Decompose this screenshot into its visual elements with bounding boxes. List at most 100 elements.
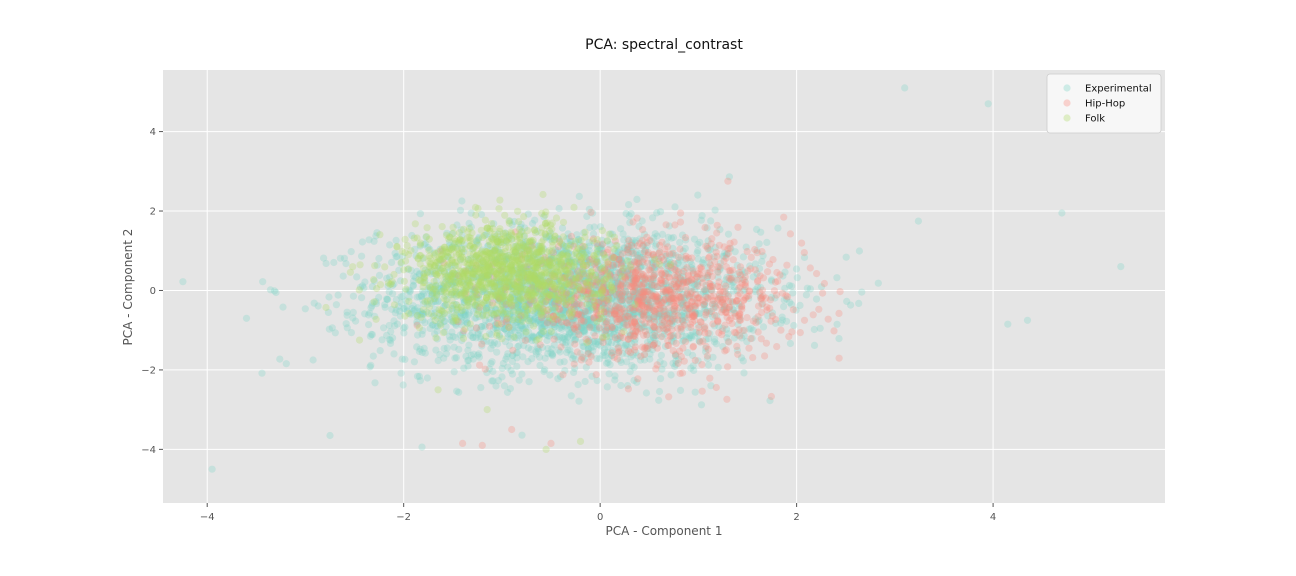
scatter-point xyxy=(669,233,678,242)
scatter-point xyxy=(582,363,590,371)
scatter-point xyxy=(517,251,526,259)
scatter-point xyxy=(468,240,476,248)
scatter-point xyxy=(563,270,571,278)
scatter-point xyxy=(711,206,719,214)
scatter-point xyxy=(707,240,715,248)
scatter-point xyxy=(702,348,710,356)
scatter-point xyxy=(576,247,584,255)
scatter-point xyxy=(541,297,550,305)
scatter-point xyxy=(544,318,552,327)
scatter-point xyxy=(630,310,638,318)
scatter-point xyxy=(689,312,698,320)
scatter-point xyxy=(383,295,391,303)
scatter-point xyxy=(738,302,746,310)
scatter-point xyxy=(358,238,366,246)
scatter-point xyxy=(618,297,626,305)
scatter-point xyxy=(492,305,500,313)
scatter-point xyxy=(541,316,549,324)
scatter-point xyxy=(586,323,594,331)
scatter-point xyxy=(415,270,424,278)
scatter-point xyxy=(540,213,548,221)
scatter-point xyxy=(259,278,267,286)
scatter-point xyxy=(491,321,499,329)
y-tick-label: 0 xyxy=(150,286,156,297)
scatter-point xyxy=(489,282,497,290)
scatter-point xyxy=(656,208,665,216)
scatter-point xyxy=(617,225,625,233)
scatter-point xyxy=(446,336,454,344)
scatter-point xyxy=(696,238,704,246)
scatter-point xyxy=(672,352,680,360)
scatter-point xyxy=(539,272,547,281)
scatter-point xyxy=(535,331,544,339)
scatter-point xyxy=(667,261,675,269)
scatter-point xyxy=(471,314,479,322)
scatter-point xyxy=(597,294,605,302)
scatter-point xyxy=(497,267,505,275)
scatter-point xyxy=(614,326,622,334)
scatter-point xyxy=(394,302,403,310)
scatter-point xyxy=(824,315,832,323)
scatter-point xyxy=(501,248,509,256)
scatter-point xyxy=(651,230,659,238)
scatter-point xyxy=(366,363,374,371)
scatter-point xyxy=(515,376,523,384)
scatter-point xyxy=(678,231,687,239)
scatter-point xyxy=(502,271,510,279)
scatter-point xyxy=(513,303,521,311)
scatter-point xyxy=(585,307,594,315)
scatter-point xyxy=(576,241,584,250)
scatter-point xyxy=(361,278,369,286)
scatter-point xyxy=(679,278,688,286)
scatter-point xyxy=(573,287,581,295)
scatter-point xyxy=(757,228,765,236)
scatter-point xyxy=(608,324,616,332)
scatter-point xyxy=(375,254,383,263)
scatter-point xyxy=(579,311,587,319)
scatter-point xyxy=(745,325,753,333)
scatter-point xyxy=(546,270,554,278)
scatter-point xyxy=(570,324,578,332)
scatter-point xyxy=(422,233,430,241)
scatter-point xyxy=(609,348,617,356)
scatter-point xyxy=(676,256,684,264)
scatter-point xyxy=(501,260,509,268)
scatter-point xyxy=(594,297,602,305)
scatter-point xyxy=(635,222,643,231)
scatter-point xyxy=(456,312,464,320)
scatter-point xyxy=(584,315,593,324)
scatter-point xyxy=(671,263,679,271)
scatter-point xyxy=(603,237,611,245)
scatter-point xyxy=(518,316,527,324)
legend-label: Hip-Hop xyxy=(1085,99,1125,110)
scatter-point xyxy=(603,258,612,266)
scatter-point xyxy=(559,250,567,258)
scatter-point xyxy=(627,261,636,269)
scatter-point xyxy=(662,280,670,288)
scatter-point xyxy=(496,248,504,256)
scatter-point xyxy=(723,251,731,259)
scatter-point xyxy=(420,270,428,278)
scatter-point xyxy=(500,382,508,390)
scatter-point xyxy=(405,251,413,259)
scatter-point xyxy=(524,298,533,306)
scatter-point xyxy=(678,316,686,324)
scatter-point xyxy=(473,285,481,293)
scatter-point xyxy=(509,308,517,316)
scatter-point xyxy=(580,311,588,319)
plot-area xyxy=(163,70,1165,503)
scatter-point xyxy=(600,280,608,288)
scatter-point xyxy=(666,332,674,340)
scatter-point xyxy=(576,263,584,271)
scatter-point xyxy=(681,294,689,302)
scatter-point xyxy=(509,346,517,354)
scatter-point xyxy=(562,246,571,254)
scatter-point xyxy=(514,294,522,302)
scatter-point xyxy=(566,290,574,298)
scatter-point xyxy=(494,246,502,254)
scatter-point xyxy=(626,309,634,318)
scatter-point xyxy=(858,288,866,296)
scatter-point xyxy=(645,299,653,307)
scatter-point xyxy=(648,287,656,295)
